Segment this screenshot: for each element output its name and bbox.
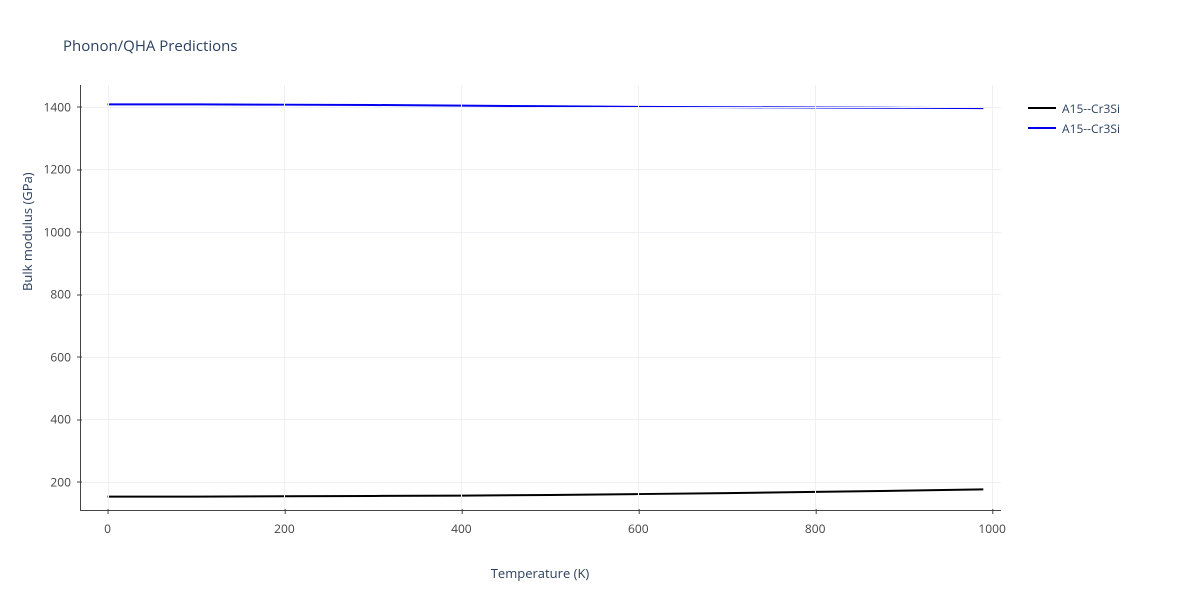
y-tick-label: 800	[50, 286, 81, 303]
y-tick-label: 600	[50, 348, 81, 365]
y-tick-label: 1000	[44, 223, 81, 240]
plot-area[interactable]: 0200400600800100020040060080010001200140…	[80, 85, 1001, 511]
y-gridline	[81, 232, 1001, 233]
chart-container: Phonon/QHA Predictions Bulk modulus (GPa…	[0, 0, 1200, 600]
legend[interactable]: A15--Cr3Si A15--Cr3Si	[1028, 98, 1120, 138]
legend-item[interactable]: A15--Cr3Si	[1028, 118, 1120, 138]
x-tick-label: 0	[104, 510, 111, 537]
x-gridline	[815, 85, 816, 510]
series-line[interactable]	[108, 489, 984, 496]
x-gridline	[638, 85, 639, 510]
y-gridline	[81, 294, 1001, 295]
legend-label: A15--Cr3Si	[1062, 120, 1120, 137]
x-gridline	[284, 85, 285, 510]
y-tick-label: 400	[50, 411, 81, 428]
x-tick-label: 800	[805, 510, 826, 537]
y-tick-label: 1200	[44, 161, 81, 178]
y-gridline	[81, 107, 1001, 108]
x-gridline	[108, 85, 109, 510]
x-gridline	[461, 85, 462, 510]
y-gridline	[81, 169, 1001, 170]
x-tick-label: 400	[451, 510, 472, 537]
y-gridline	[81, 419, 1001, 420]
y-gridline	[81, 482, 1001, 483]
legend-label: A15--Cr3Si	[1062, 100, 1120, 117]
x-tick-label: 200	[274, 510, 295, 537]
legend-swatch	[1028, 107, 1056, 109]
y-axis-label: Bulk modulus (GPa)	[18, 172, 36, 291]
legend-swatch	[1028, 127, 1056, 129]
y-tick-label: 1400	[44, 98, 81, 115]
x-tick-label: 600	[628, 510, 649, 537]
y-tick-label: 200	[50, 473, 81, 490]
x-gridline	[992, 85, 993, 510]
x-axis-label: Temperature (K)	[491, 564, 590, 582]
x-tick-label: 1000	[978, 510, 1005, 537]
y-gridline	[81, 357, 1001, 358]
chart-title: Phonon/QHA Predictions	[63, 36, 238, 56]
legend-item[interactable]: A15--Cr3Si	[1028, 98, 1120, 118]
line-series-svg	[81, 85, 1001, 510]
